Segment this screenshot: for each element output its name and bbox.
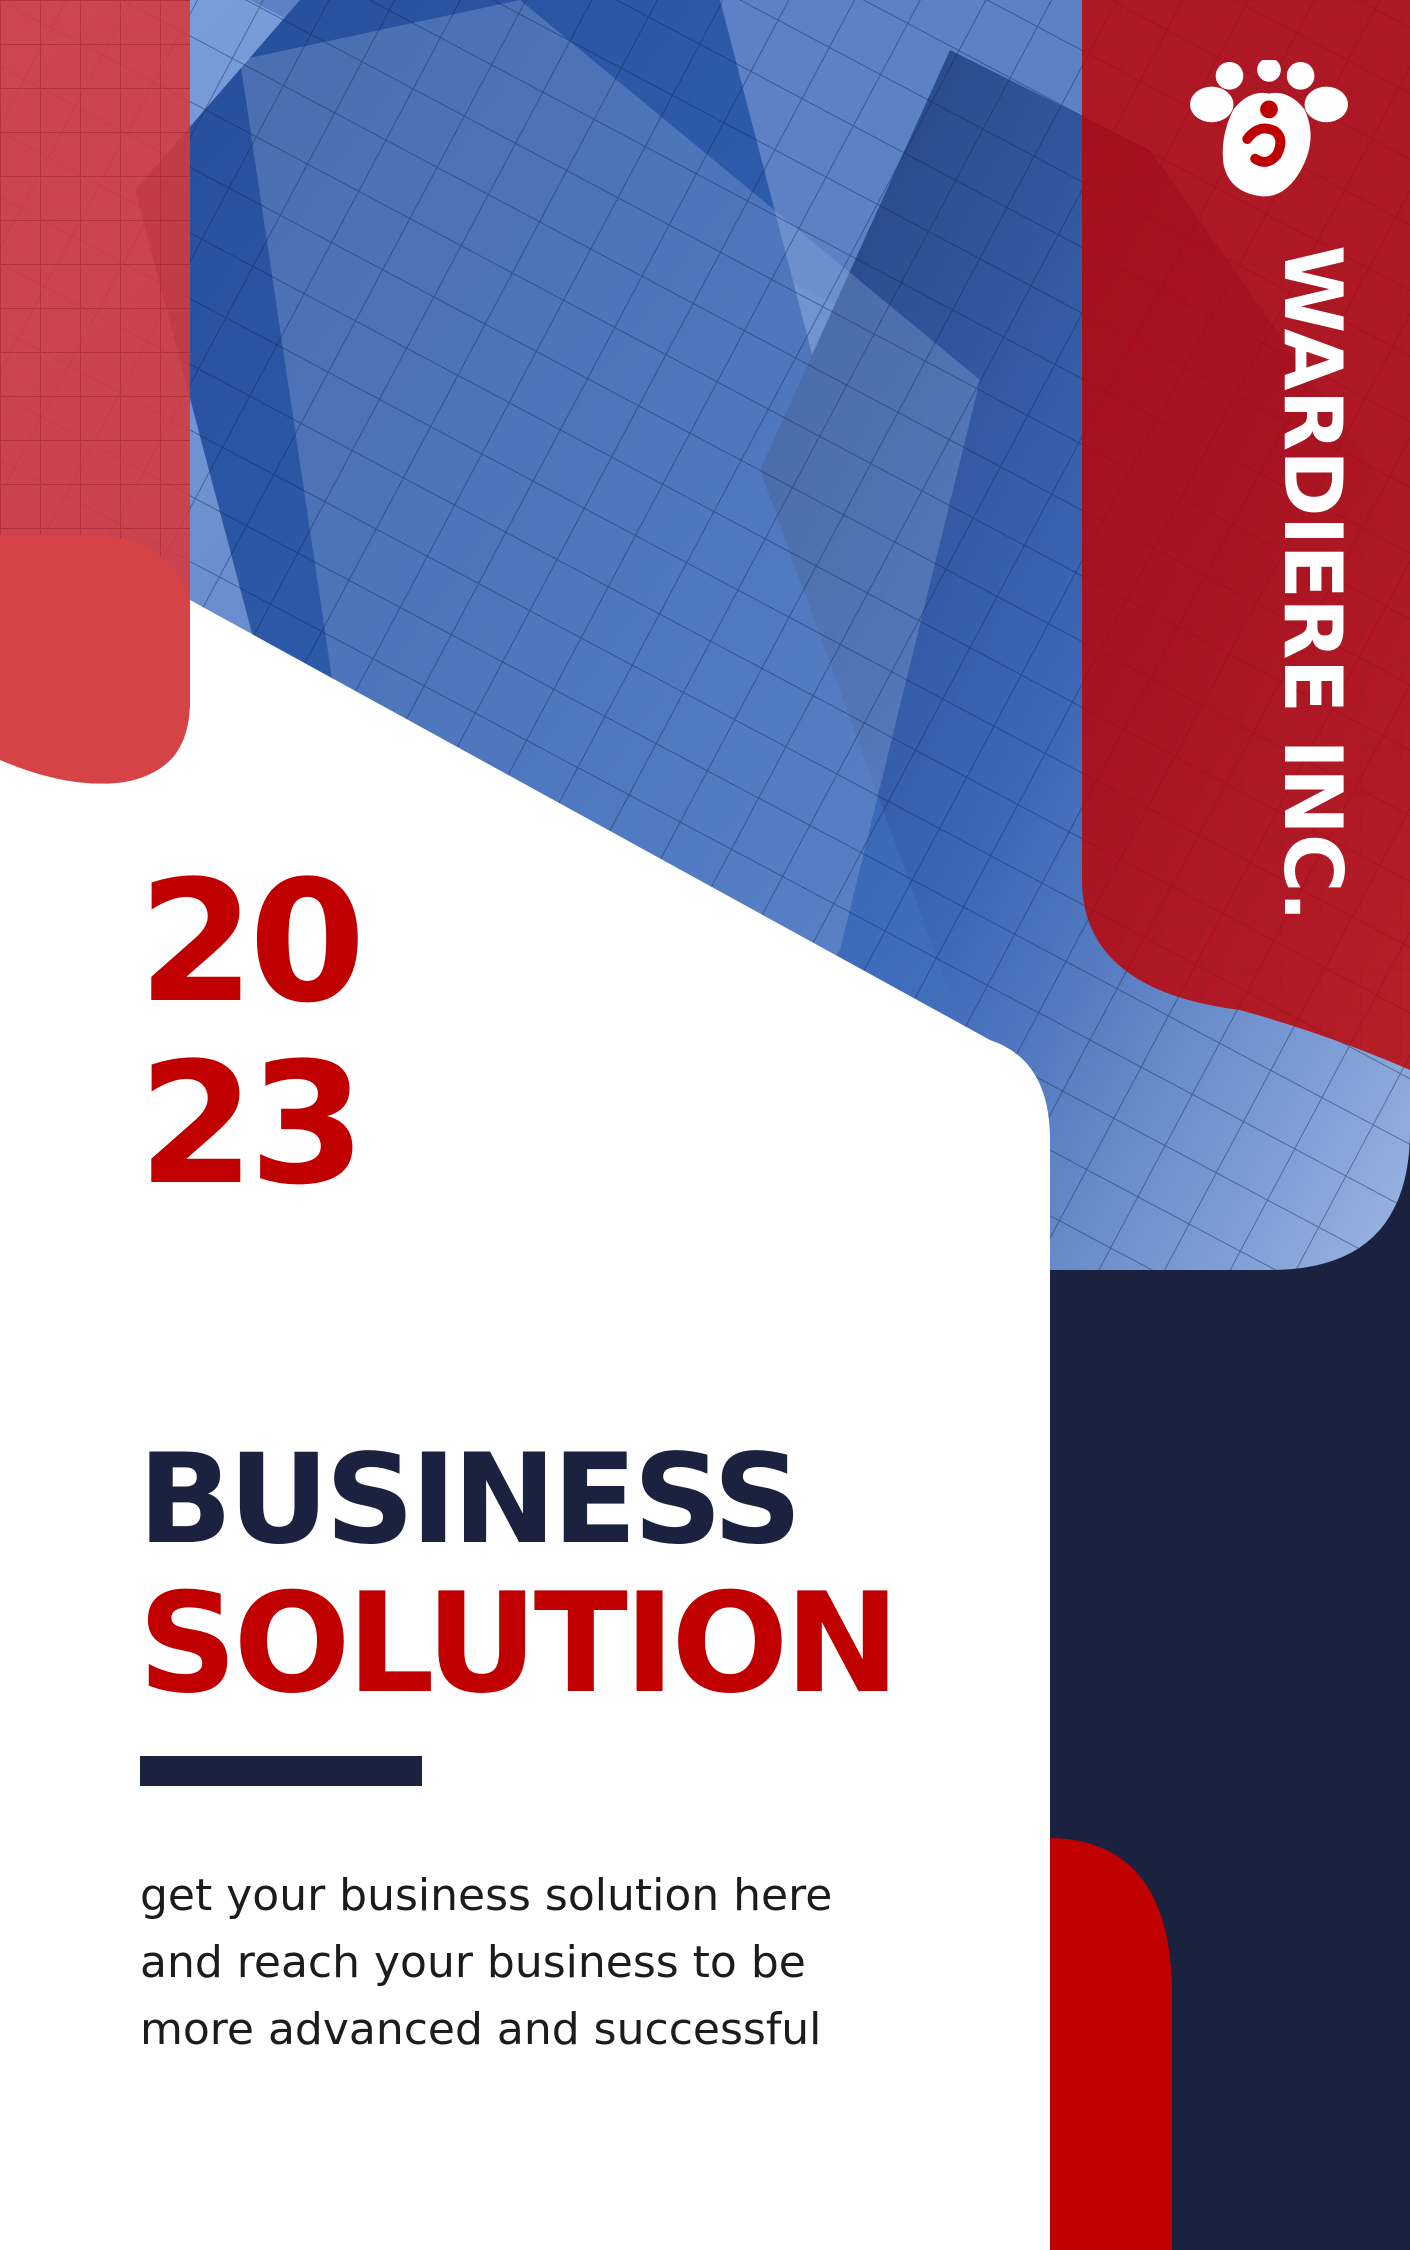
white-content-area (0, 600, 1050, 2250)
year-first-half: 20 (138, 844, 366, 1040)
tagline: get your business solution here and reac… (140, 1862, 940, 2063)
red-corner-blob (0, 535, 190, 784)
tagline-line-3: more advanced and successful (140, 2004, 822, 2055)
title-underline (140, 1756, 422, 1786)
year-second-half: 23 (138, 1026, 366, 1222)
tagline-line-2: and reach your business to be (140, 1937, 806, 1988)
tagline-line-1: get your business solution here (140, 1870, 833, 1921)
title-line-solution: SOLUTION (138, 1563, 900, 1724)
brand-name: WARDIERE INC. (1266, 245, 1359, 921)
red-bottom-shape (1050, 1838, 1172, 2250)
flower-blob-logo-icon (1190, 60, 1348, 197)
title-line-business: BUSINESS (138, 1428, 802, 1572)
